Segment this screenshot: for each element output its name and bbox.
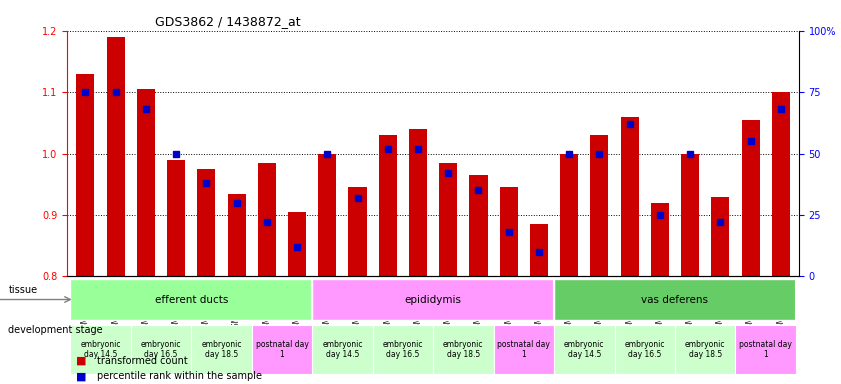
FancyBboxPatch shape bbox=[191, 325, 251, 374]
Bar bbox=[621, 117, 638, 276]
FancyBboxPatch shape bbox=[71, 279, 312, 320]
FancyBboxPatch shape bbox=[312, 325, 373, 374]
Text: embryonic
day 16.5: embryonic day 16.5 bbox=[140, 340, 182, 359]
Bar bbox=[681, 154, 699, 276]
Bar bbox=[439, 163, 458, 276]
Text: embryonic
day 14.5: embryonic day 14.5 bbox=[80, 340, 121, 359]
FancyBboxPatch shape bbox=[494, 325, 554, 374]
Bar bbox=[167, 160, 185, 276]
Bar bbox=[348, 187, 367, 276]
Text: development stage: development stage bbox=[8, 325, 103, 335]
Bar bbox=[318, 154, 336, 276]
Bar bbox=[228, 194, 246, 276]
Bar bbox=[772, 92, 790, 276]
Text: efferent ducts: efferent ducts bbox=[155, 295, 228, 305]
Text: percentile rank within the sample: percentile rank within the sample bbox=[97, 371, 262, 381]
FancyBboxPatch shape bbox=[373, 325, 433, 374]
Bar bbox=[378, 135, 397, 276]
Bar bbox=[560, 154, 579, 276]
Bar bbox=[469, 175, 488, 276]
Bar bbox=[500, 187, 518, 276]
Bar bbox=[651, 203, 669, 276]
Text: tissue: tissue bbox=[8, 285, 38, 295]
Text: ■: ■ bbox=[76, 371, 86, 381]
Text: postnatal day
1: postnatal day 1 bbox=[256, 340, 309, 359]
Text: embryonic
day 14.5: embryonic day 14.5 bbox=[322, 340, 362, 359]
FancyBboxPatch shape bbox=[71, 325, 130, 374]
Bar bbox=[107, 37, 124, 276]
Bar bbox=[590, 135, 609, 276]
Text: ■: ■ bbox=[76, 356, 86, 366]
Bar bbox=[530, 224, 548, 276]
Bar bbox=[711, 197, 729, 276]
Bar bbox=[288, 212, 306, 276]
FancyBboxPatch shape bbox=[615, 325, 675, 374]
FancyBboxPatch shape bbox=[736, 325, 796, 374]
FancyBboxPatch shape bbox=[554, 325, 615, 374]
Bar bbox=[137, 89, 155, 276]
Text: embryonic
day 16.5: embryonic day 16.5 bbox=[625, 340, 665, 359]
Text: postnatal day
1: postnatal day 1 bbox=[739, 340, 792, 359]
FancyBboxPatch shape bbox=[251, 325, 312, 374]
Bar bbox=[198, 169, 215, 276]
Text: GDS3862 / 1438872_at: GDS3862 / 1438872_at bbox=[155, 15, 301, 28]
Text: embryonic
day 18.5: embryonic day 18.5 bbox=[201, 340, 241, 359]
Text: embryonic
day 18.5: embryonic day 18.5 bbox=[443, 340, 484, 359]
FancyBboxPatch shape bbox=[312, 279, 554, 320]
Text: embryonic
day 16.5: embryonic day 16.5 bbox=[383, 340, 423, 359]
Bar bbox=[257, 163, 276, 276]
FancyBboxPatch shape bbox=[130, 325, 191, 374]
Bar bbox=[409, 129, 427, 276]
Text: epididymis: epididymis bbox=[405, 295, 462, 305]
Text: postnatal day
1: postnatal day 1 bbox=[497, 340, 550, 359]
FancyBboxPatch shape bbox=[554, 279, 796, 320]
Text: vas deferens: vas deferens bbox=[642, 295, 708, 305]
FancyBboxPatch shape bbox=[433, 325, 494, 374]
Bar bbox=[77, 74, 94, 276]
Text: embryonic
day 14.5: embryonic day 14.5 bbox=[564, 340, 605, 359]
Text: transformed count: transformed count bbox=[97, 356, 188, 366]
Bar bbox=[742, 120, 759, 276]
FancyBboxPatch shape bbox=[675, 325, 736, 374]
Text: embryonic
day 18.5: embryonic day 18.5 bbox=[685, 340, 726, 359]
